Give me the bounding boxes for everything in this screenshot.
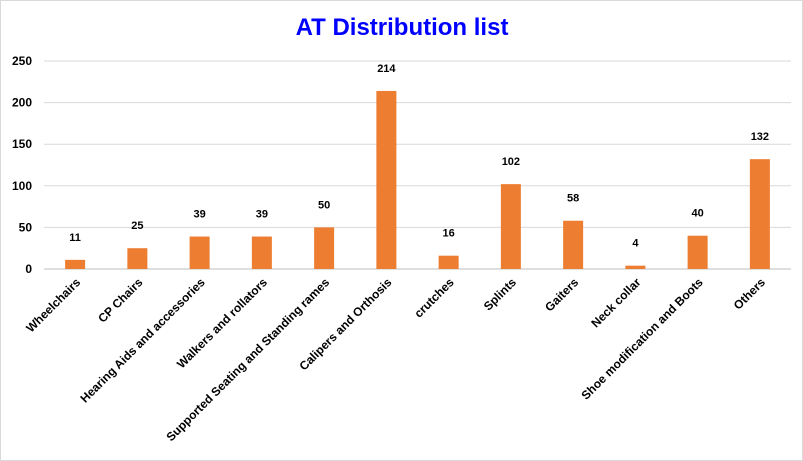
bar xyxy=(625,265,646,269)
data-label: 39 xyxy=(256,209,268,221)
data-label: 132 xyxy=(751,131,769,143)
data-label: 11 xyxy=(69,232,81,244)
data-label: 16 xyxy=(443,228,455,240)
bar xyxy=(687,235,708,269)
data-label: 25 xyxy=(131,220,143,232)
data-label: 58 xyxy=(567,193,579,205)
chart-title: AT Distribution list xyxy=(296,14,509,41)
bar xyxy=(376,90,397,270)
bar xyxy=(251,236,272,269)
data-label: 102 xyxy=(502,156,520,168)
category-label: Splints xyxy=(481,275,519,313)
bar xyxy=(500,184,521,269)
category-label: Gaiters xyxy=(542,275,581,314)
bars xyxy=(65,90,770,270)
y-axis-ticks: 0 50 100 150 200 250 xyxy=(12,54,32,276)
data-label: 50 xyxy=(318,199,330,211)
y-tick-label: 150 xyxy=(12,137,32,151)
data-label: 4 xyxy=(632,238,639,250)
bar xyxy=(189,236,210,269)
data-label: 40 xyxy=(692,208,704,220)
category-label: Others xyxy=(731,275,768,312)
data-label: 214 xyxy=(377,63,396,75)
bar xyxy=(65,259,86,269)
gridlines xyxy=(44,60,791,270)
data-label: 39 xyxy=(194,209,206,221)
bar xyxy=(438,255,459,269)
category-label: Hearing Aids and accessories xyxy=(77,275,208,406)
data-labels: 11 25 39 39 50 214 16 102 58 4 40 132 xyxy=(69,63,769,250)
category-label: Wheelchairs xyxy=(23,275,83,335)
bar xyxy=(127,248,148,269)
bar xyxy=(749,159,770,269)
category-label: Shoe modification and Boots xyxy=(578,275,706,403)
category-label: Neck collar xyxy=(588,275,643,330)
category-label: CP Chairs xyxy=(95,275,146,326)
y-tick-label: 0 xyxy=(25,262,32,276)
y-tick-label: 100 xyxy=(12,179,32,193)
y-tick-label: 50 xyxy=(19,220,33,234)
category-label: crutches xyxy=(411,275,457,321)
bar xyxy=(563,220,584,269)
y-tick-label: 200 xyxy=(12,96,32,110)
bar xyxy=(314,227,335,269)
y-tick-label: 250 xyxy=(12,54,32,68)
